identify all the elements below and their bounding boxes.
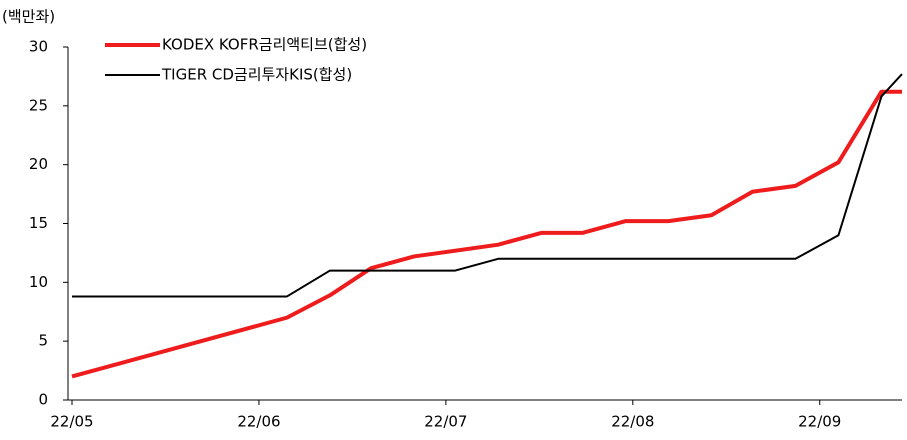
legend-label: KODEX KOFR금리액티브(합성) (162, 36, 367, 54)
y-tick-label: 30 (29, 38, 48, 56)
x-tick-label: 22/08 (611, 413, 654, 431)
x-tick-label: 22/05 (50, 413, 93, 431)
x-tick-label: 22/06 (237, 413, 280, 431)
y-tick-label: 10 (29, 273, 48, 291)
y-axis-label: (백만좌) (2, 8, 55, 26)
y-tick-label: 20 (29, 155, 48, 173)
x-tick-label: 22/09 (798, 413, 841, 431)
y-tick-label: 25 (29, 96, 48, 114)
series-line (71, 89, 902, 379)
series-line (72, 73, 903, 298)
y-tick-label: 15 (29, 214, 48, 232)
y-tick-label: 5 (38, 332, 48, 350)
legend-label: TIGER CD금리투자KIS(합성) (161, 66, 352, 84)
y-tick-label: 0 (38, 391, 48, 409)
x-tick-label: 22/07 (424, 413, 467, 431)
